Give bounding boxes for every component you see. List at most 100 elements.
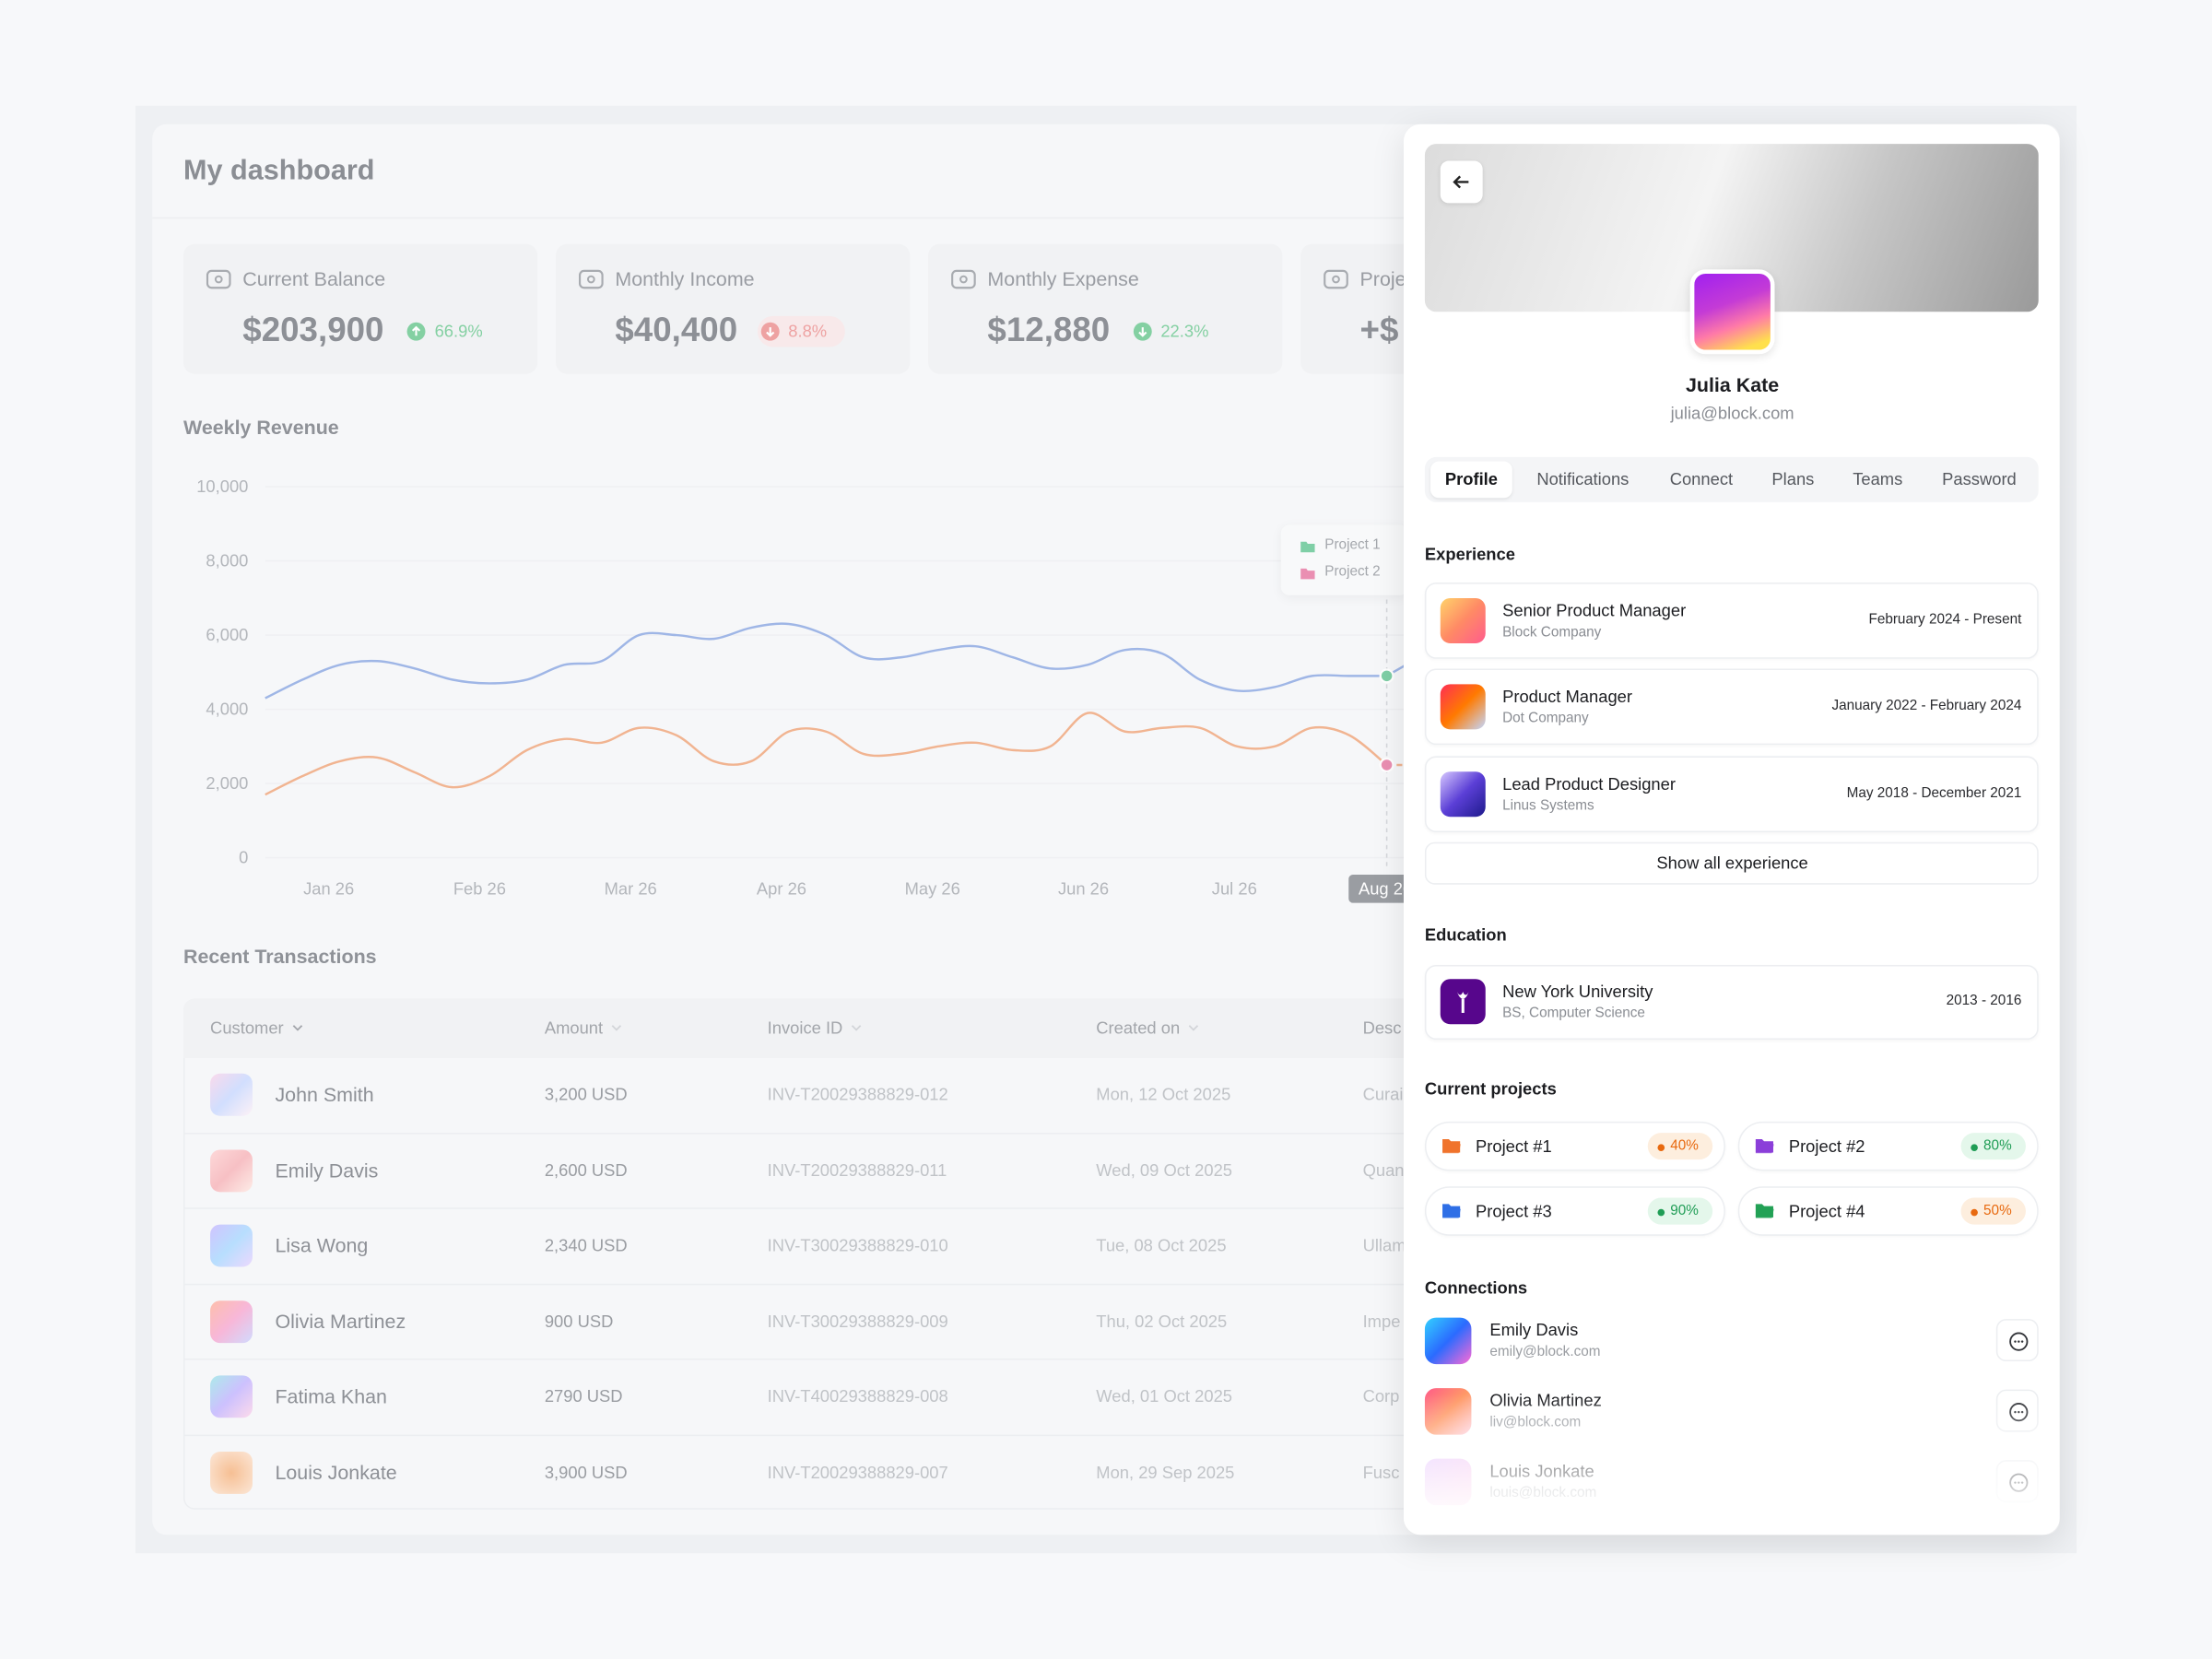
badge-dot xyxy=(1971,1143,1978,1151)
y-tick-label: 6,000 xyxy=(206,625,248,644)
stat-icon xyxy=(579,269,604,289)
legend-label: Project 1 xyxy=(1324,537,1381,553)
school-logo xyxy=(1440,979,1486,1025)
table-cell: Wed, 09 Oct 2025 xyxy=(1096,1159,1233,1181)
table-cell: Mon, 12 Oct 2025 xyxy=(1096,1084,1231,1105)
project-progress: 90% xyxy=(1670,1202,1699,1218)
stat-label: Current Balance xyxy=(242,267,386,290)
sort-icon xyxy=(852,1025,862,1031)
stat-value: +$ xyxy=(1359,311,1399,349)
stat-change: 8.8% xyxy=(788,321,828,342)
stat-change: 66.9% xyxy=(434,321,483,342)
table-cell: Lisa Wong xyxy=(275,1233,369,1257)
profile-avatar xyxy=(1689,269,1775,355)
tab[interactable]: Teams xyxy=(1853,469,1903,489)
table-cell: Olivia Martinez xyxy=(275,1310,406,1333)
x-tick-label: May 26 xyxy=(905,878,960,898)
project-pill[interactable] xyxy=(1424,1186,1725,1236)
profile-email: julia@block.com xyxy=(1670,403,1794,423)
chart-title: Weekly Revenue xyxy=(182,415,339,439)
customer-avatar xyxy=(210,1224,253,1267)
column-header[interactable]: Created on xyxy=(1096,1018,1181,1039)
company: Linus Systems xyxy=(1502,797,1594,814)
table-cell: Emily Davis xyxy=(275,1158,379,1182)
company-logo xyxy=(1440,597,1486,643)
x-tick-label: Jan 26 xyxy=(303,878,354,898)
tab[interactable]: Connect xyxy=(1669,469,1734,489)
badge-dot xyxy=(1657,1207,1665,1216)
stat-value: $203,900 xyxy=(242,311,384,349)
school: New York University xyxy=(1502,982,1653,1002)
tab-bar xyxy=(1424,456,2039,502)
chart-legend xyxy=(1280,524,1408,595)
table-cell: 3,200 USD xyxy=(544,1084,628,1105)
table-cell: Thu, 02 Oct 2025 xyxy=(1096,1311,1228,1332)
table-cell: INV-T30029388829-010 xyxy=(767,1235,948,1256)
table-cell: Curai xyxy=(1362,1084,1404,1105)
stat-card xyxy=(928,243,1283,374)
table-cell: Fusc xyxy=(1362,1462,1400,1483)
role: Lead Product Designer xyxy=(1502,773,1676,794)
row-divider xyxy=(182,1283,1936,1286)
connection-email: emily@block.com xyxy=(1489,1344,1601,1360)
table-cell: Quan xyxy=(1362,1159,1405,1181)
table-cell: Corp xyxy=(1362,1386,1400,1407)
hover-point xyxy=(1379,668,1394,684)
list-item xyxy=(1424,582,2039,659)
table-cell: Tue, 08 Oct 2025 xyxy=(1096,1235,1227,1256)
stat-change: 22.3% xyxy=(1160,321,1209,342)
message-button[interactable] xyxy=(1995,1319,2039,1362)
customer-avatar xyxy=(210,1451,253,1494)
badge-dot xyxy=(1971,1207,1978,1216)
period: 2013 - 2016 xyxy=(1946,993,2022,1009)
project-progress: 40% xyxy=(1670,1137,1699,1154)
column-header[interactable]: Invoice ID xyxy=(767,1018,843,1039)
table-cell: Fatima Khan xyxy=(275,1385,387,1408)
y-tick-label: 2,000 xyxy=(206,773,248,793)
period: January 2022 - February 2024 xyxy=(1831,699,2022,714)
connection-name: Emily Davis xyxy=(1489,1320,1579,1340)
x-tick-label: Apr 26 xyxy=(757,878,806,898)
row-divider xyxy=(182,1434,1936,1437)
company: Block Company xyxy=(1502,625,1602,641)
stat-card xyxy=(556,243,911,374)
column-header[interactable]: Amount xyxy=(544,1018,604,1039)
project-pill[interactable] xyxy=(1737,1121,2039,1171)
trend-icon xyxy=(1133,322,1152,341)
column-header[interactable]: Customer xyxy=(210,1018,284,1039)
section-title: Current projects xyxy=(1424,1078,1557,1100)
period: May 2018 - December 2021 xyxy=(1846,784,2022,801)
table-cell: Wed, 01 Oct 2025 xyxy=(1096,1386,1233,1407)
legend-label: Project 2 xyxy=(1324,564,1381,581)
y-tick-label: 0 xyxy=(239,848,248,867)
y-tick-label: 4,000 xyxy=(206,700,248,719)
show-all-label[interactable]: Show all experience xyxy=(1656,853,1808,874)
tab[interactable]: Notifications xyxy=(1536,469,1630,489)
divider xyxy=(152,217,2060,219)
section-title: Experience xyxy=(1424,544,1515,564)
section-title: Recent Transactions xyxy=(182,944,377,968)
legend-icon xyxy=(1300,568,1315,580)
table-cell: 900 USD xyxy=(544,1311,614,1332)
series-line xyxy=(265,622,1387,700)
stat-value: $12,880 xyxy=(987,311,1111,349)
back-button[interactable] xyxy=(1440,160,1483,204)
show-all-button[interactable] xyxy=(1424,841,2039,885)
table-cell: INV-T40029388829-008 xyxy=(767,1386,948,1407)
x-tick-label: Mar 26 xyxy=(605,878,657,898)
tab[interactable]: Profile xyxy=(1444,469,1499,489)
profile-panel: Julia Kate julia@block.com Profile Notifica… xyxy=(1403,124,2060,1535)
tab[interactable]: Password xyxy=(1942,469,2017,489)
sort-icon xyxy=(1189,1025,1199,1031)
table-cell: INV-T20029388829-007 xyxy=(767,1462,948,1483)
column-header[interactable]: Desc xyxy=(1362,1018,1402,1039)
fade xyxy=(1403,1394,2060,1535)
folder-icon xyxy=(1755,1204,1774,1218)
project-pill[interactable] xyxy=(1424,1121,1725,1171)
sort-icon xyxy=(292,1025,303,1031)
project-pill[interactable] xyxy=(1737,1186,2039,1236)
table-cell: INV-T30029388829-009 xyxy=(767,1311,948,1332)
tab[interactable]: Plans xyxy=(1771,469,1815,489)
sort-icon xyxy=(612,1025,622,1031)
